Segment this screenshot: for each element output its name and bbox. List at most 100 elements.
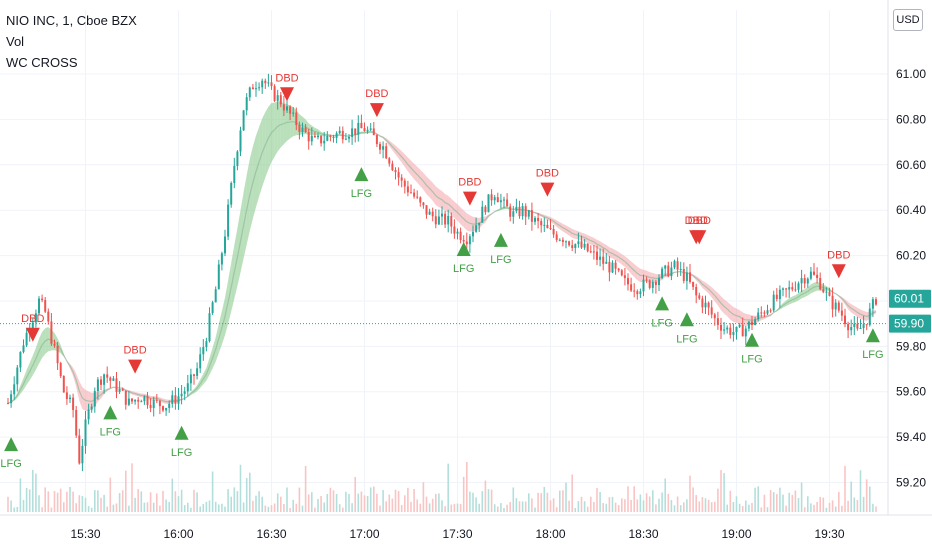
volume-bar <box>82 496 84 512</box>
volume-bar <box>745 500 747 512</box>
volume-bar <box>66 492 68 512</box>
candle-body <box>202 347 204 354</box>
buy-marker-label: LFG <box>741 354 762 366</box>
legend-volume[interactable]: Vol <box>6 31 137 52</box>
candle-body <box>822 289 824 292</box>
x-tick-label: 19:30 <box>814 527 844 541</box>
candle-body <box>872 299 874 308</box>
volume-bar <box>444 506 446 512</box>
currency-button[interactable]: USD <box>893 9 923 31</box>
sell-marker-triangle <box>280 87 294 101</box>
candle-body <box>692 282 694 287</box>
candle-body <box>147 396 149 405</box>
volume-bar <box>764 495 766 512</box>
buy-marker-label: LFG <box>453 263 474 275</box>
candle-body <box>460 232 462 240</box>
volume-bar <box>655 504 657 512</box>
candle-body <box>608 262 610 273</box>
sell-marker-triangle <box>26 328 40 342</box>
candle-body <box>674 261 676 267</box>
volume-bar <box>299 488 301 512</box>
candle-body <box>680 269 682 270</box>
candle-body <box>224 237 226 254</box>
candle-body <box>695 287 697 295</box>
volume-bar <box>624 499 626 512</box>
candle-body <box>326 136 328 141</box>
volume-bar <box>311 492 313 512</box>
volume-bar <box>420 504 422 512</box>
candle-body <box>599 257 601 260</box>
volume-bar <box>742 506 744 512</box>
candle-body <box>503 200 505 201</box>
candle-body <box>156 400 158 401</box>
volume-bar <box>503 508 505 512</box>
volume-bar <box>203 504 205 512</box>
candle-body <box>720 325 722 331</box>
volume-bar <box>544 487 546 512</box>
price-tag-label: 60.01 <box>894 292 924 306</box>
candle-body <box>581 241 583 247</box>
price-axis[interactable]: 61.0060.8060.6060.4060.2060.0059.8059.60… <box>888 0 926 515</box>
volume-bar <box>485 481 487 512</box>
volume-bar <box>265 506 267 512</box>
candle-body <box>444 214 446 225</box>
volume-bar <box>540 493 542 512</box>
candle-body <box>484 207 486 213</box>
candle-body <box>305 127 307 132</box>
candle-body <box>23 345 25 352</box>
candle-body <box>593 251 595 252</box>
y-tick-label: 59.40 <box>896 430 926 444</box>
volume-bar <box>590 497 592 512</box>
volume-bar <box>674 505 676 512</box>
volume-bar <box>103 495 105 512</box>
candle-body <box>140 401 142 402</box>
candle-body <box>292 113 294 114</box>
volume-bar <box>643 500 645 512</box>
candle-body <box>159 401 161 406</box>
volume-bar <box>823 498 825 512</box>
candle-body <box>426 205 428 214</box>
volume-bar <box>261 497 263 512</box>
candle-body <box>596 252 598 260</box>
volume-bar <box>407 488 409 512</box>
candle-body <box>745 329 747 337</box>
volume-bar <box>416 499 418 512</box>
candle-body <box>739 325 741 327</box>
volume-bar <box>602 503 604 512</box>
volume-bar <box>144 503 146 512</box>
volume-bar <box>857 500 859 512</box>
volume-bar <box>751 503 753 512</box>
buy-marker-triangle <box>457 242 471 256</box>
volume-bar <box>57 493 59 512</box>
volume-bar <box>128 506 130 512</box>
candle-body <box>112 378 114 380</box>
volume-bar <box>246 478 248 512</box>
candle-body <box>94 391 96 406</box>
volume-bar <box>469 492 471 512</box>
candle-body <box>565 241 567 242</box>
volume-bar <box>351 503 353 512</box>
sell-marker-label: DBD <box>827 249 850 261</box>
candle-body <box>615 263 617 269</box>
volume-bar <box>367 496 369 512</box>
volume-bar <box>494 504 496 512</box>
volume-bar <box>792 495 794 512</box>
volume-bar <box>692 487 694 512</box>
volume-bar <box>193 490 195 512</box>
legend-indicator[interactable]: WC CROSS <box>6 52 137 73</box>
candle-body <box>243 110 245 130</box>
candle-body <box>280 95 282 104</box>
candle-body <box>422 203 424 206</box>
buy-marker-label: LFG <box>0 458 21 470</box>
candle-body <box>537 218 539 221</box>
volume-bar <box>187 503 189 512</box>
candle-body <box>791 287 793 289</box>
legend-symbol[interactable]: NIO INC, 1, Cboe BZX <box>6 10 137 31</box>
candle-body <box>199 354 201 368</box>
volume-bar <box>268 507 270 512</box>
volume-bar <box>702 497 704 512</box>
volume-bar <box>348 494 350 512</box>
